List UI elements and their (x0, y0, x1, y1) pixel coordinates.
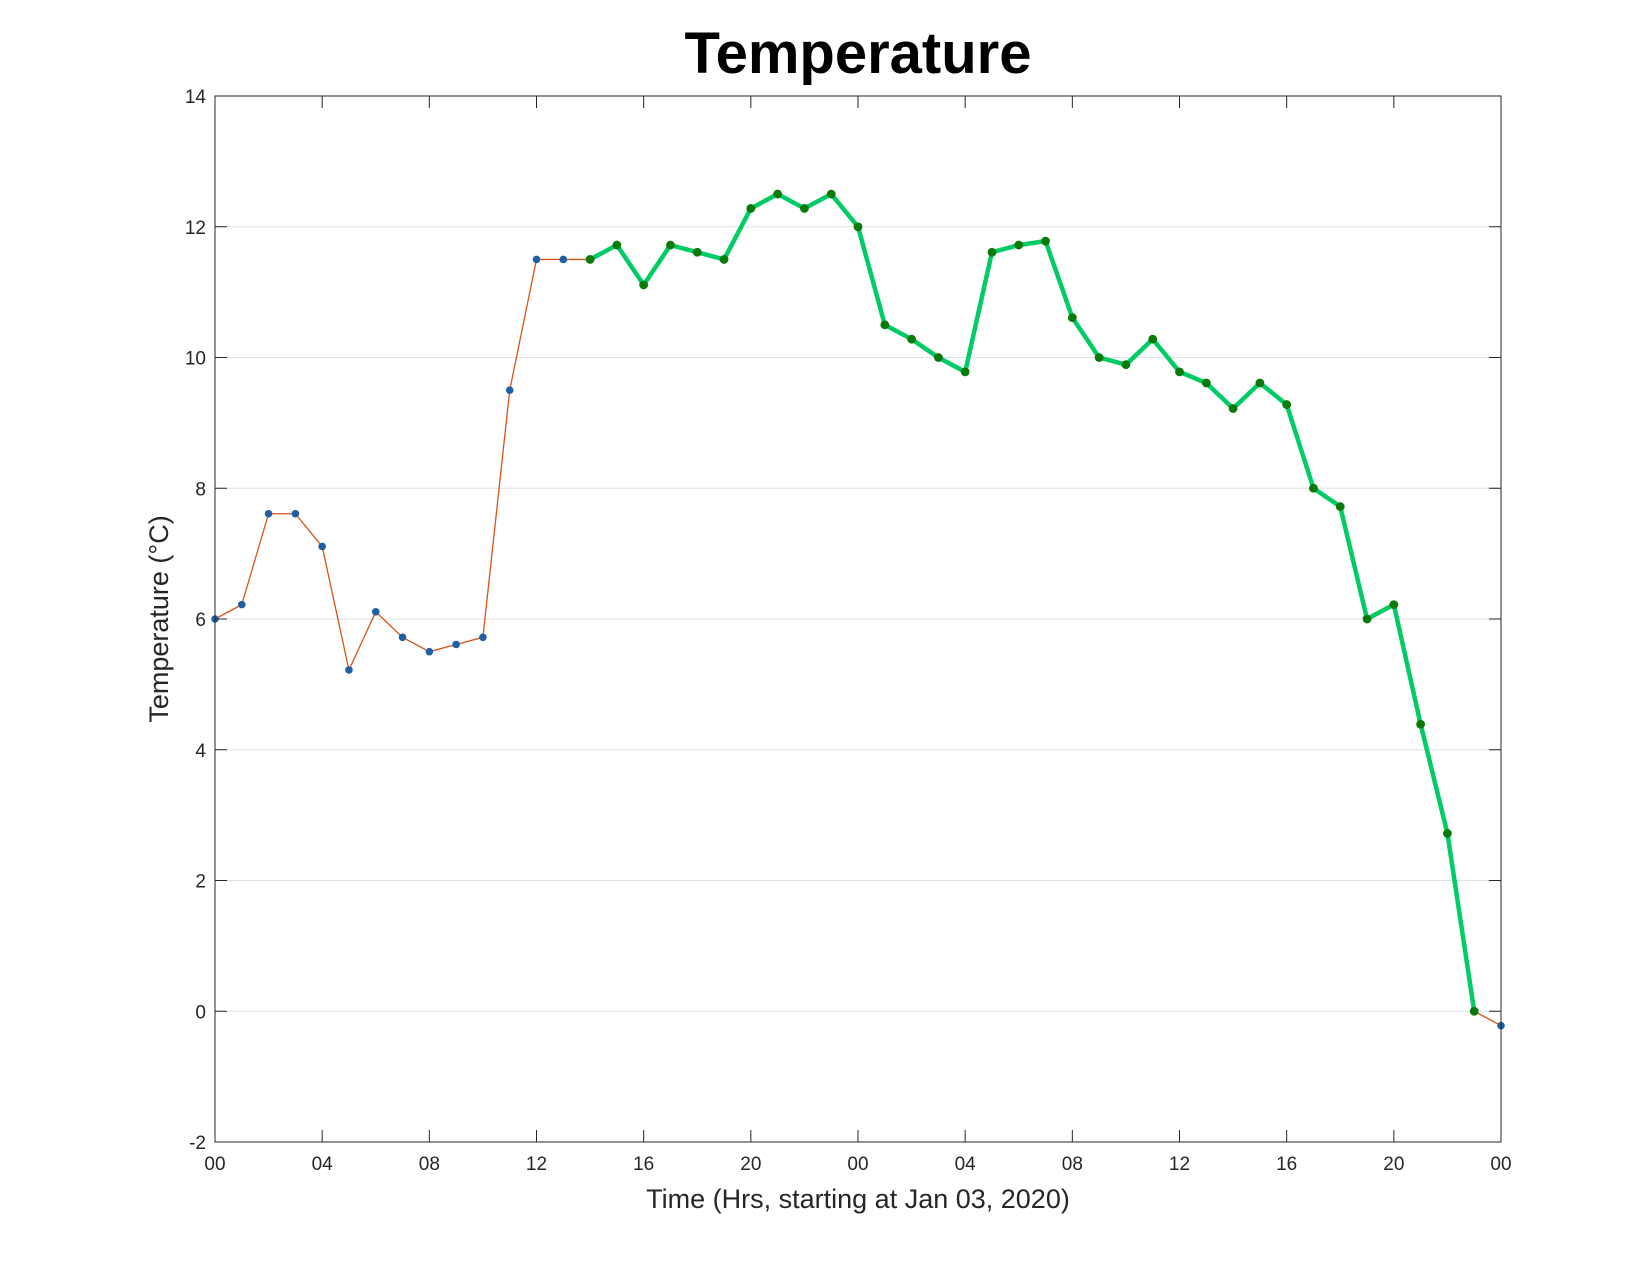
series-0-point (264, 509, 273, 518)
x-tick-label: 08 (1062, 1154, 1083, 1175)
series-1-point (1389, 600, 1399, 610)
series-1-point (907, 334, 916, 344)
y-tick-label: 4 (195, 741, 206, 762)
series-1-point (692, 247, 702, 257)
series-1-point (1201, 378, 1211, 388)
x-tick-label: 04 (312, 1154, 334, 1175)
series-1-point (933, 353, 943, 362)
data-series (211, 189, 1505, 1030)
series-1-point (826, 189, 836, 199)
series-1-point (1148, 334, 1158, 344)
chart-title: Temperature (684, 21, 1031, 86)
x-tick-label: 00 (204, 1154, 225, 1175)
y-tick-label: 10 (185, 349, 206, 370)
series-0-point (371, 608, 380, 616)
x-tick-label: 08 (419, 1154, 440, 1175)
series-0-point (425, 647, 434, 656)
series-0-point (318, 542, 326, 551)
y-tick-label: 14 (185, 87, 207, 108)
series-0-point (452, 640, 460, 649)
series-0-point (479, 633, 487, 642)
x-tick-label: 00 (1490, 1154, 1511, 1175)
series-1-point (880, 320, 890, 330)
x-tick-label: 12 (1169, 1154, 1190, 1175)
y-tick-label: 6 (195, 610, 206, 631)
x-tick-label: 12 (526, 1154, 547, 1175)
y-tick-label: -2 (189, 1133, 206, 1154)
series-1-point (960, 367, 970, 377)
series-1-point (853, 222, 863, 232)
x-tick-label: 20 (740, 1154, 761, 1175)
x-axis-label: Time (Hrs, starting at Jan 03, 2020) (646, 1184, 1070, 1214)
series-1-point (1121, 360, 1131, 370)
series-1-point (1094, 353, 1104, 362)
series-line-1 (587, 191, 1477, 1014)
series-0-point (559, 255, 568, 264)
y-tick-label: 12 (185, 218, 206, 239)
y-tick-label: 0 (195, 1002, 206, 1023)
series-0-point (532, 255, 541, 264)
x-tick-label: 20 (1383, 1154, 1404, 1175)
series-1-point (1469, 1006, 1479, 1016)
series-0-point (505, 386, 514, 394)
series-1-point (1067, 313, 1077, 323)
series-1-point (1282, 400, 1292, 409)
series-1-point (1362, 614, 1372, 624)
series-0-point (345, 666, 353, 674)
series-1-point (1014, 240, 1024, 250)
x-tick-label: 00 (847, 1154, 868, 1175)
x-tick-label: 16 (1276, 1154, 1297, 1175)
x-tick-label: 16 (633, 1154, 654, 1175)
series-1-point (1309, 483, 1318, 493)
series-1-point (1041, 236, 1050, 246)
series-0-point (237, 600, 246, 609)
series-1-point (773, 189, 783, 199)
series-1-point (1228, 404, 1238, 413)
series-1-point (666, 240, 675, 250)
y-tick-label: 2 (195, 872, 206, 893)
series-1-point (800, 204, 809, 213)
series-1-point (719, 255, 729, 264)
series-0-point (291, 509, 300, 518)
series-1-point (1416, 719, 1426, 729)
series-0-point (398, 633, 407, 642)
series-1-point (1443, 829, 1452, 838)
y-tick-label: 8 (195, 479, 206, 500)
series-1-point (1175, 367, 1184, 377)
series-1-point (585, 255, 595, 264)
x-tick-label: 04 (955, 1154, 977, 1175)
series-1-point (639, 280, 649, 290)
series-1-point (1255, 378, 1265, 388)
series-1-point (746, 204, 756, 213)
axis-ticks: -2 0 2 4 6 8 10 12 14 00 04 08 12 16 20 00 04 08 12 16 20 00 (185, 87, 1512, 1175)
series-1-point (612, 240, 622, 250)
series-1-point (987, 247, 997, 257)
series-1-point (1335, 502, 1345, 511)
y-axis-label: Temperature (°C) (144, 515, 174, 722)
